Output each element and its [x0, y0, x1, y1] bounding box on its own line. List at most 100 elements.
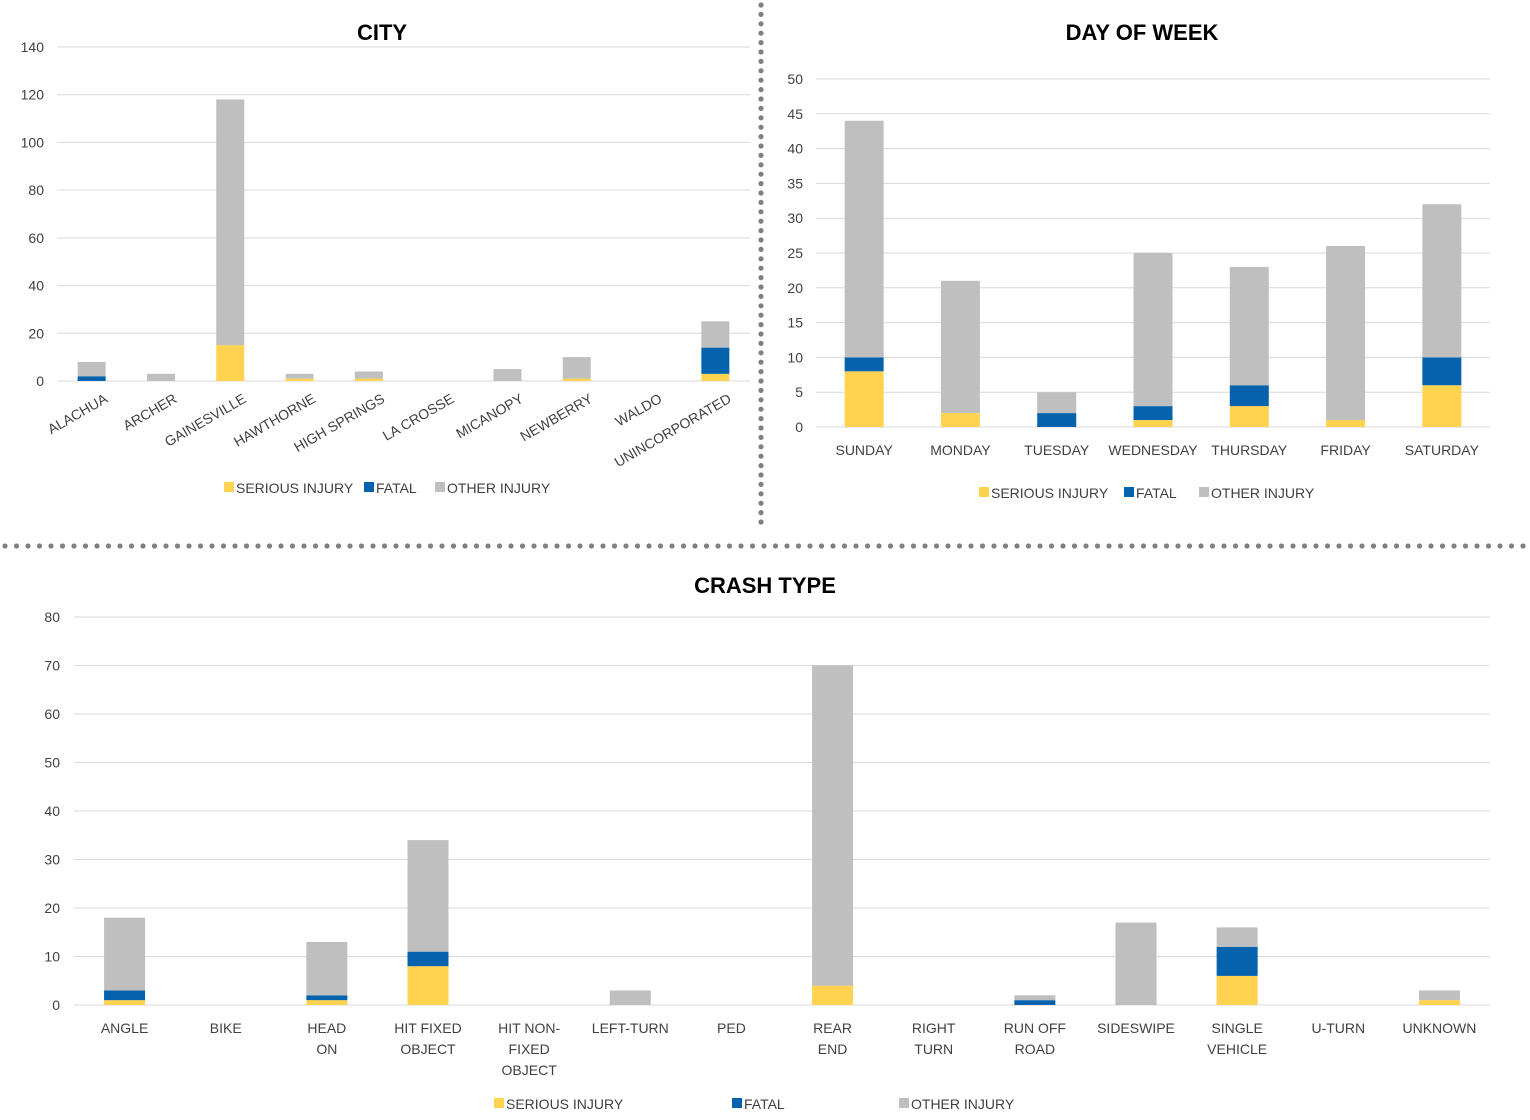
divider-dot [692, 543, 698, 549]
divider-dot [1290, 543, 1296, 549]
y-tick-label: 30 [787, 210, 803, 226]
x-tick-label: MONDAY [930, 442, 991, 458]
divider-dot [473, 543, 480, 549]
divider-dot [370, 543, 376, 549]
divider-dot [289, 543, 296, 549]
divider-dot [1416, 543, 1423, 549]
y-tick-label: 25 [787, 245, 803, 261]
bar-fatal [306, 995, 348, 1001]
chart-title-crash: CRASH TYPE [694, 573, 836, 598]
divider-dot [703, 543, 710, 549]
divider-dot [758, 105, 764, 111]
legend-label: FATAL [744, 1096, 785, 1112]
divider-dot [1324, 543, 1331, 549]
bar-serious-injury [285, 378, 314, 381]
y-tick-label: 70 [44, 658, 60, 674]
divider-dot [758, 30, 764, 36]
divider-dot [404, 543, 411, 549]
y-tick-label: 120 [21, 87, 45, 103]
divider-dot [758, 21, 764, 27]
y-tick-label: 40 [44, 803, 60, 819]
divider-dot [1485, 543, 1492, 549]
divider-dot [646, 543, 652, 549]
divider-dot [807, 543, 813, 549]
divider-dot [1221, 543, 1227, 549]
bar-other-injury [104, 917, 146, 991]
bar-serious-injury [812, 985, 854, 1005]
divider-dot [758, 340, 764, 346]
y-tick-label: 0 [52, 997, 60, 1013]
divider-dot [758, 143, 764, 149]
y-tick-label: 60 [44, 706, 60, 722]
bar-other-injury [844, 120, 884, 358]
divider-dot [197, 543, 204, 549]
bar-fatal [407, 951, 449, 967]
x-tick-label: U-TURN [1311, 1020, 1365, 1036]
y-tick-label: 20 [787, 280, 803, 296]
bar-serious-injury [1326, 420, 1366, 427]
bar-other-injury [306, 941, 348, 996]
bar-serious-injury [354, 378, 383, 381]
divider-dot [1140, 543, 1147, 549]
x-tick-label-line: SINGLE [1211, 1020, 1262, 1036]
divider-dot [758, 472, 764, 478]
y-tick-label: 30 [44, 852, 60, 868]
divider-dot [1474, 543, 1480, 549]
divider-dot [255, 543, 261, 549]
y-tick-label: 15 [787, 315, 803, 331]
y-tick-label: 10 [787, 349, 803, 365]
x-tick-label: SINGLE VEHICLE [1207, 1020, 1267, 1057]
divider-dot [758, 359, 764, 365]
bar-serious-injury [104, 1000, 146, 1005]
divider-dot [1313, 543, 1319, 549]
divider-dot [758, 171, 764, 177]
divider-dot [1439, 543, 1446, 549]
divider-dot [1060, 543, 1066, 549]
divider-dot [758, 162, 764, 168]
x-tick-label: HIT NON- FIXED OBJECT [498, 1020, 560, 1078]
divider-dot [335, 543, 342, 549]
legend-label: OTHER INJURY [447, 480, 551, 496]
divider-dot [758, 425, 764, 431]
bar-other-injury [146, 373, 175, 381]
divider-dot [1336, 543, 1342, 549]
divider-dot [758, 500, 764, 506]
divider-dot [945, 543, 951, 549]
x-tick-label-line: ANGLE [101, 1020, 148, 1036]
divider-dot [758, 481, 764, 487]
x-tick-label: UNINCORPORATED [611, 390, 733, 470]
x-tick-label-line: REAR [813, 1020, 852, 1036]
divider-dot [1071, 543, 1078, 549]
y-tick-label: 140 [21, 39, 45, 55]
bar-other-injury [609, 990, 651, 1005]
divider-dot [2, 543, 8, 549]
bar-serious-injury [1422, 385, 1462, 427]
divider-dot [758, 68, 764, 74]
x-tick-label-line: ON [316, 1041, 337, 1057]
x-tick-label: LEFT-TURN [592, 1020, 669, 1036]
bar-fatal [701, 347, 730, 374]
legend-label: OTHER INJURY [1211, 485, 1315, 501]
divider-dot [1359, 543, 1365, 549]
divider-dot [1002, 543, 1009, 549]
bar-fatal [1133, 406, 1173, 421]
divider-dot [266, 543, 273, 549]
y-tick-label: 20 [44, 900, 60, 916]
bar-other-injury [1326, 246, 1366, 421]
y-tick-label: 0 [795, 419, 803, 435]
x-tick-label: THURSDAY [1211, 442, 1288, 458]
bar-other-injury [812, 665, 854, 986]
chart-title-city: CITY [357, 20, 407, 45]
divider-dot [1037, 543, 1043, 549]
divider-dot [623, 543, 629, 549]
legend-swatch [1199, 487, 1209, 497]
divider-dot [758, 209, 764, 215]
x-tick-label: FRIDAY [1320, 442, 1371, 458]
bar-fatal [1216, 946, 1258, 976]
x-tick-label-line: U-TURN [1311, 1020, 1365, 1036]
legend-swatch [224, 482, 234, 492]
y-tick-label: 100 [21, 134, 45, 150]
divider-dot [758, 96, 764, 102]
bar-other-injury [1014, 995, 1056, 1001]
